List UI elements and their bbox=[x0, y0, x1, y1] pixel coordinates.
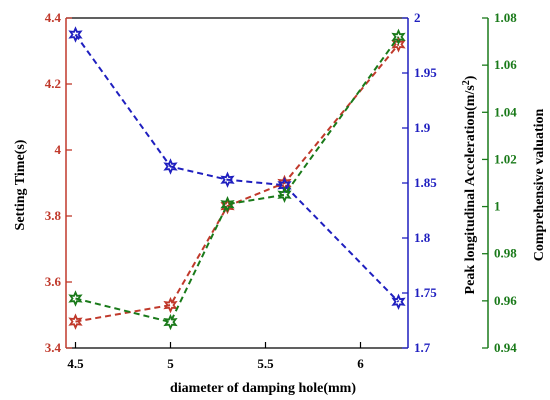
series-point-right1 bbox=[277, 176, 292, 194]
right2-tick-label: 0.94 bbox=[494, 340, 517, 355]
right1-tick-label: 1.8 bbox=[414, 230, 431, 245]
left-y-axis-title: Setting Time(s) bbox=[13, 139, 28, 230]
left-tick-label: 4.2 bbox=[45, 76, 61, 91]
series-line-right2 bbox=[75, 36, 400, 324]
right1-tick-label: 2 bbox=[414, 10, 421, 25]
series-point-right2 bbox=[163, 313, 178, 331]
series-point-right2 bbox=[277, 186, 292, 204]
series-point-right1 bbox=[163, 158, 178, 175]
series-point-right1 bbox=[220, 171, 235, 188]
right2-tick-label: 1.04 bbox=[494, 104, 517, 119]
series-point-left bbox=[391, 36, 406, 53]
series-point-right1 bbox=[391, 293, 406, 311]
right2-tick-label: 1 bbox=[494, 199, 501, 214]
right1-tick-label: 1.75 bbox=[414, 285, 437, 300]
left-tick-label: 4 bbox=[55, 142, 62, 157]
series-point-right2 bbox=[391, 28, 406, 46]
x-axis-title: diameter of damping hole(mm) bbox=[170, 381, 356, 396]
right-y-axis-acceleration-title: Peak longitudinal Acceleration(m/s2) bbox=[461, 75, 478, 294]
right2-tick-label: 1.08 bbox=[494, 10, 517, 25]
left-tick-label: 3.4 bbox=[45, 340, 62, 355]
x-tick-label: 5 bbox=[167, 356, 174, 371]
left-y-axis: 3.4 3.6 3.8 4 4.2 4.4 bbox=[45, 10, 72, 355]
acceleration-title-main: Peak longitudinal Acceleration(m/s bbox=[463, 85, 478, 295]
plot-frame bbox=[66, 17, 408, 349]
x-tick-label: 4.5 bbox=[67, 356, 84, 371]
acceleration-title-superscript: 2 bbox=[461, 80, 472, 85]
right1-tick-label: 1.85 bbox=[414, 175, 437, 190]
right2-tick-label: 0.96 bbox=[494, 293, 517, 308]
x-tick-label: 5.5 bbox=[257, 356, 274, 371]
right-y-axis-acceleration: 1.7 1.75 1.8 1.85 1.9 1.95 2 bbox=[402, 10, 437, 355]
right-y-axis-valuation-title: Comprehensive valuation bbox=[532, 108, 547, 261]
series-point-left bbox=[163, 296, 178, 314]
x-axis: 4.5 5 5.5 6 bbox=[67, 342, 364, 371]
x-tick-label: 6 bbox=[357, 356, 364, 371]
left-tick-label: 3.6 bbox=[45, 274, 62, 289]
left-tick-label: 3.8 bbox=[45, 208, 62, 223]
series-point-right1 bbox=[68, 26, 83, 43]
right1-tick-label: 1.7 bbox=[414, 340, 431, 355]
series-line-right1 bbox=[74, 33, 400, 303]
right1-tick-label: 1.95 bbox=[414, 65, 437, 80]
series-layer bbox=[68, 26, 406, 331]
right2-tick-label: 1.02 bbox=[494, 151, 517, 166]
series-point-right2 bbox=[68, 290, 83, 307]
right-y-axis-valuation: 0.94 0.96 0.98 1 1.02 1.04 1.06 1.08 bbox=[482, 10, 517, 355]
right1-tick-label: 1.9 bbox=[414, 120, 431, 135]
series-point-right2 bbox=[220, 195, 235, 213]
left-tick-label: 4.4 bbox=[45, 10, 62, 25]
series-point-left bbox=[68, 313, 83, 330]
acceleration-title-tail: ) bbox=[463, 75, 478, 80]
right2-tick-label: 0.98 bbox=[494, 246, 517, 261]
right2-tick-label: 1.06 bbox=[494, 57, 517, 72]
series-line-left bbox=[75, 43, 400, 323]
